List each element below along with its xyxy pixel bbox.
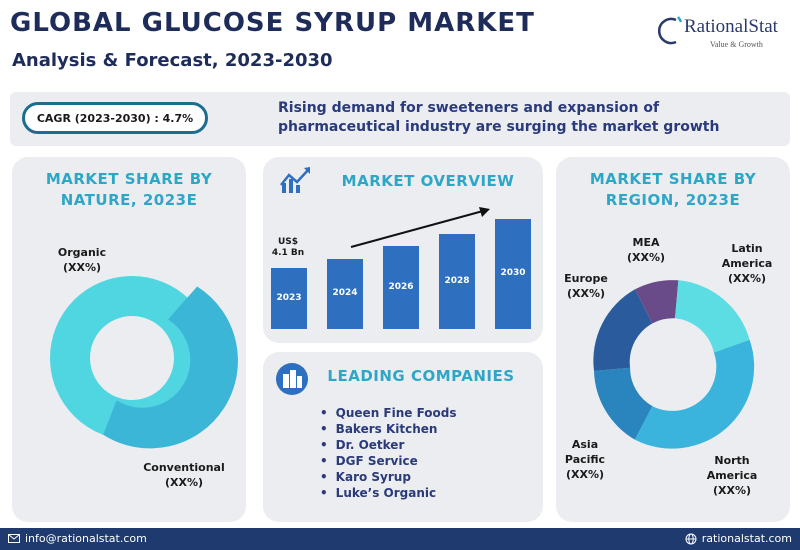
mea-label: MEA (XX%) — [626, 236, 666, 264]
overview-bar: 2023 — [271, 268, 307, 329]
overview-bar-year: 2026 — [388, 282, 414, 292]
conventional-label: Conventional (XX%) — [143, 461, 225, 489]
list-item: Luke’s Organic — [320, 485, 457, 501]
companies-card-title: LEADING COMPANIES — [327, 367, 515, 385]
europe-label: Europe (XX%) — [564, 272, 608, 300]
footer-email[interactable]: info@rationalstat.com — [8, 532, 147, 545]
cagr-badge: CAGR (2023-2030) : 4.7% — [22, 102, 208, 134]
footer-website[interactable]: rationalstat.com — [685, 532, 792, 545]
footer-website-text: rationalstat.com — [701, 532, 792, 545]
overview-card-title: MARKET OVERVIEW — [341, 172, 515, 190]
asia-pacific-label: Asia Pacific (XX%) — [564, 438, 606, 481]
logo-mark-icon — [658, 16, 683, 45]
north-america-segment — [634, 339, 755, 449]
footer-bar: info@rationalstat.com rationalstat.com — [0, 528, 800, 550]
page-subtitle: Analysis & Forecast, 2023-2030 — [12, 50, 333, 71]
growth-chart-icon — [280, 167, 310, 193]
latin-america-label: Latin America (XX%) — [721, 242, 773, 285]
overview-bar: 2030 — [495, 219, 531, 329]
europe-segment — [593, 289, 653, 371]
nature-donut-chart — [50, 276, 238, 449]
footer-email-text: info@rationalstat.com — [25, 532, 147, 545]
list-item: DGF Service — [320, 453, 457, 469]
conventional-segment — [103, 286, 238, 449]
overview-bar-year: 2028 — [444, 276, 470, 286]
list-item: Karo Syrup — [320, 469, 457, 485]
overview-bar-year: 2024 — [332, 288, 358, 298]
logo-tagline: Value & Growth — [710, 40, 763, 49]
overview-bar: 2026 — [383, 246, 419, 329]
page-title: GLOBAL GLUCOSE SYRUP MARKET — [10, 8, 535, 38]
region-card-title: MARKET SHARE BY REGION, 2023E — [589, 170, 757, 209]
trend-arrow — [350, 207, 490, 248]
asia-pacific-segment — [594, 367, 653, 440]
cagr-banner: CAGR (2023-2030) : 4.7% Rising demand fo… — [10, 92, 790, 146]
email-icon — [8, 534, 20, 543]
region-card: MARKET SHARE BY REGION, 2023E MEA (XX%) … — [556, 157, 790, 522]
organic-label: Organic (XX%) — [57, 246, 107, 274]
globe-icon — [685, 533, 697, 544]
banner-text: Rising demand for sweeteners and expansi… — [278, 100, 720, 135]
nature-card: MARKET SHARE BY NATURE, 2023E Organic (X… — [12, 157, 246, 522]
overview-bar: 2028 — [439, 234, 475, 329]
overview-bar-year: 2023 — [276, 293, 302, 303]
region-donut-chart — [593, 280, 755, 449]
latin-america-segment — [675, 280, 750, 353]
companies-list: Queen Fine Foods Bakers Kitchen Dr. Oetk… — [320, 405, 457, 501]
list-item: Queen Fine Foods — [320, 405, 457, 421]
brand-logo[interactable]: RationalStat Value & Growth — [658, 14, 793, 58]
overview-card: MARKET OVERVIEW US$ 4.1 Bn 2023 2024 2026 2… — [263, 157, 543, 343]
buildings-icon — [276, 363, 308, 395]
list-item: Bakers Kitchen — [320, 421, 457, 437]
list-item: Dr. Oetker — [320, 437, 457, 453]
north-america-label: North America (XX%) — [706, 454, 758, 497]
overview-bar: 2024 — [327, 259, 363, 329]
overview-bar-year: 2030 — [500, 268, 526, 278]
logo-name: RationalStat — [684, 16, 778, 37]
nature-card-title: MARKET SHARE BY NATURE, 2023E — [45, 170, 213, 209]
mea-segment — [635, 280, 679, 324]
first-value-label: US$ 4.1 Bn — [271, 237, 305, 258]
